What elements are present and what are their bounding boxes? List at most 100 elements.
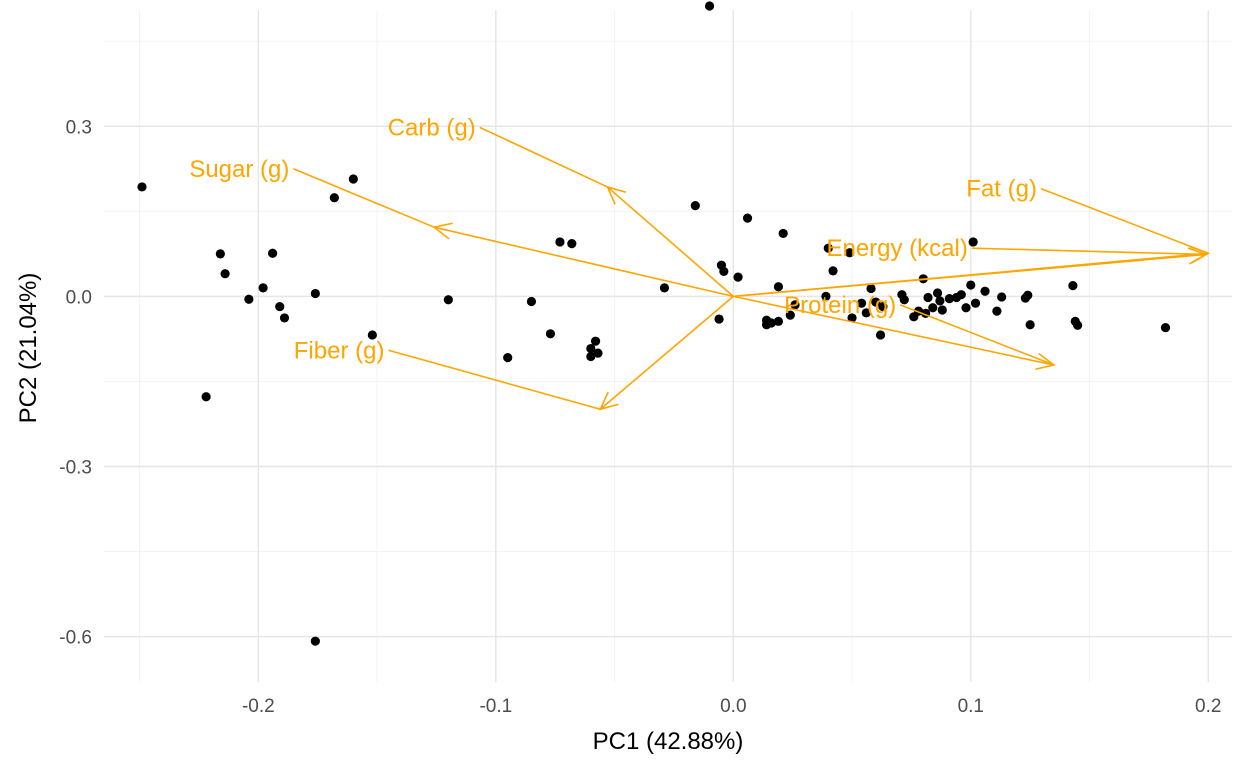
data-point [899, 295, 909, 305]
data-point [823, 243, 833, 253]
loading-label-layer: Carb (g) Sugar (g) Fat (g) Energy (kcal) Pro… [189, 114, 1209, 411]
data-point [923, 292, 933, 303]
x-tick-label: 0.2 [1195, 696, 1221, 717]
data-point [856, 298, 867, 308]
data-point [761, 320, 772, 330]
data-point [847, 313, 857, 323]
y-axis-title: PC2 (21.04%) [15, 273, 42, 424]
data-point [828, 266, 838, 276]
data-point [137, 182, 147, 192]
y-tick-label: -0.6 [59, 628, 92, 649]
loading-label-leader [971, 247, 1206, 256]
data-point [348, 174, 358, 184]
loading-arrow-shaft [599, 295, 734, 410]
data-point [956, 290, 966, 300]
loading-label-leader [479, 126, 608, 188]
x-axis-title: PC1 (42.88%) [593, 728, 744, 755]
data-point [526, 296, 537, 307]
data-point [875, 330, 886, 340]
y-tick-label: -0.3 [59, 458, 92, 479]
loading-arrow-shaft [733, 253, 1206, 298]
data-point [928, 303, 938, 313]
data-point [593, 348, 603, 358]
data-point [215, 249, 225, 259]
data-point [659, 283, 670, 293]
data-point [871, 297, 881, 307]
data-point [821, 291, 831, 301]
data-point [1068, 281, 1078, 291]
data-point [258, 283, 268, 293]
data-point [329, 193, 339, 203]
data-point [310, 288, 320, 299]
y-tick-label: 0.0 [66, 287, 92, 308]
loading-arrow-shaft [433, 226, 734, 298]
x-tick-label: 0.1 [958, 696, 984, 717]
data-point [503, 353, 513, 363]
data-point [935, 296, 945, 306]
data-point [719, 266, 729, 277]
data-point [244, 294, 254, 304]
loading-label-leader [899, 304, 1055, 366]
data-point [555, 237, 565, 247]
loading-label-leader [388, 349, 601, 411]
loading-label: Protein (g) [784, 292, 896, 319]
data-point [992, 306, 1002, 316]
data-point [932, 288, 943, 298]
data-point [690, 201, 700, 211]
data-point [785, 310, 795, 320]
x-tick-label: 0.0 [720, 696, 746, 717]
data-point [714, 314, 724, 324]
data-point [944, 294, 955, 304]
data-point [220, 269, 230, 279]
data-point [970, 298, 981, 308]
data-point [1025, 320, 1035, 330]
loading-arrow-shaft [733, 295, 1055, 366]
loading-label: Carb (g) [388, 114, 476, 141]
data-point [275, 301, 285, 312]
data-point [545, 329, 556, 339]
data-point [586, 351, 596, 362]
data-point [1023, 290, 1033, 300]
data-point [773, 316, 784, 326]
data-point [778, 228, 788, 239]
data-point [937, 305, 947, 315]
x-tick-label: -0.2 [242, 696, 275, 717]
data-point [1160, 322, 1171, 333]
loading-arrow-shaft [606, 186, 734, 297]
loading-label: Fiber (g) [294, 337, 385, 364]
data-point [1073, 320, 1083, 330]
data-point [845, 248, 855, 258]
data-point [201, 392, 211, 402]
data-point [733, 272, 743, 282]
data-point [961, 303, 971, 313]
axis-layer: -0.2 -0.1 0.0 0.1 0.2 -0.6 -0.3 0.0 0.3 [59, 117, 1221, 717]
data-point [310, 636, 320, 646]
data-point [567, 239, 577, 249]
data-point [742, 213, 753, 223]
y-tick-label: 0.3 [66, 117, 92, 138]
data-point [980, 286, 990, 296]
data-point [866, 283, 876, 294]
point-layer [137, 1, 1171, 646]
data-point [268, 248, 278, 258]
loading-label-leader [293, 168, 435, 228]
loading-label: Energy (kcal) [826, 235, 967, 262]
loading-label-leader [1040, 187, 1209, 255]
data-point [968, 237, 978, 247]
grid-layer [104, 10, 1232, 682]
x-tick-label: -0.1 [479, 696, 512, 717]
data-point [861, 308, 871, 318]
loading-label: Fat (g) [966, 176, 1037, 203]
data-point [966, 280, 976, 290]
data-point [773, 282, 784, 292]
data-point [790, 300, 800, 310]
data-point [443, 295, 453, 305]
data-point [367, 330, 377, 340]
data-point [704, 1, 715, 11]
data-point [279, 313, 290, 323]
data-point [878, 301, 888, 312]
data-point [586, 343, 596, 354]
data-point [590, 336, 601, 346]
